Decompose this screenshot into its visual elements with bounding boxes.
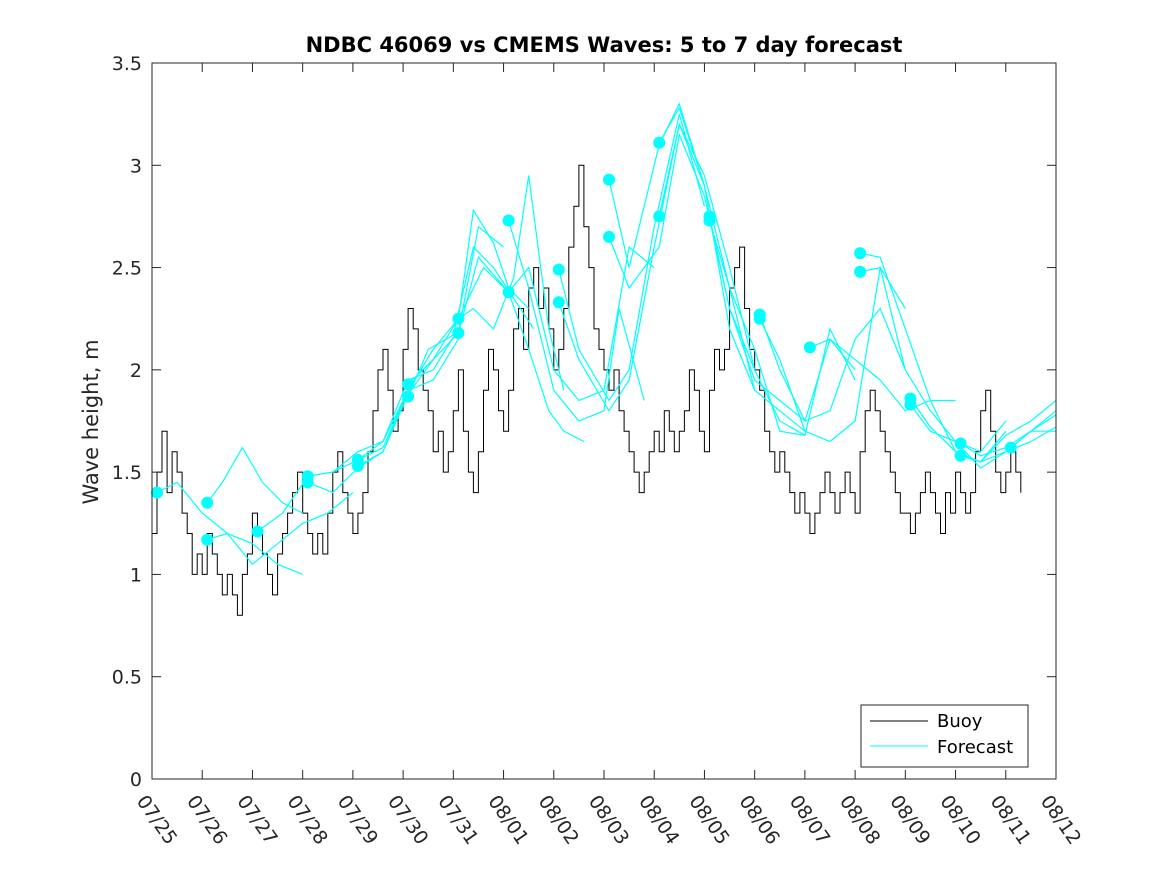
forecast-run-line-14 [508, 245, 655, 402]
forecast-start-marker-1 [151, 486, 163, 499]
forecast-start-marker-29 [904, 398, 917, 411]
forecast-run-line-31 [960, 426, 1057, 463]
forecast-start-marker-13 [502, 214, 515, 227]
forecast-run-line-5 [307, 328, 459, 477]
forecast-start-marker-15 [552, 263, 565, 276]
x-tick-label: 08/02 [534, 791, 583, 848]
x-tick-label: 08/04 [634, 791, 683, 848]
forecast-run-line-20 [658, 122, 806, 436]
forecast-start-marker-8 [351, 460, 364, 472]
y-tick-label: 3 [130, 155, 142, 177]
forecast-start-marker-14 [502, 286, 515, 299]
forecast-run-line-27 [859, 266, 1007, 453]
x-tick-label: 08/11 [986, 791, 1035, 848]
x-tick-label: 07/31 [433, 791, 482, 848]
forecast-run-line-24 [759, 265, 906, 443]
y-tick-label: 3.5 [112, 53, 142, 75]
forecast-run-line-1 [156, 481, 303, 575]
forecast-run-line-3 [207, 492, 354, 566]
x-tick-label: 08/05 [684, 791, 733, 848]
y-tick-label: 1.5 [112, 462, 142, 484]
forecast-start-marker-19 [653, 136, 666, 149]
forecast-run-line-26 [859, 252, 1007, 463]
forecast-run-line-16 [558, 122, 705, 412]
forecast-start-marker-27 [854, 265, 867, 278]
forecast-run-line-19 [658, 106, 806, 432]
x-tick-label: 07/30 [383, 791, 432, 848]
buoy-series-line [152, 164, 1022, 616]
y-axis-label: Wave height, m [79, 339, 103, 504]
forecast-start-marker-11 [452, 312, 465, 325]
forecast-start-marker-31 [954, 449, 967, 462]
forecast-start-marker-30 [954, 437, 967, 450]
y-tick-label: 2 [130, 360, 142, 382]
x-tick-label: 07/28 [283, 791, 332, 848]
forecast-run-line-7 [357, 266, 510, 461]
forecast-start-marker-17 [603, 173, 615, 186]
forecast-start-marker-25 [803, 341, 816, 354]
forecast-run-line-15 [558, 113, 705, 402]
forecast-start-marker-6 [301, 476, 314, 489]
forecast-run-line-12 [457, 256, 585, 443]
forecast-run-line-22 [708, 220, 856, 436]
x-tick-label: 08/10 [935, 791, 984, 848]
x-tick-label: 07/25 [132, 791, 181, 848]
x-tick-label: 07/27 [232, 791, 281, 848]
forecast-start-marker-22 [703, 214, 716, 227]
x-tick-label: 08/06 [735, 791, 784, 848]
y-tick-label: 1 [130, 564, 142, 586]
forecast-start-marker-3 [201, 533, 214, 546]
y-tick-label: 2.5 [112, 258, 142, 280]
plot-area [151, 102, 1057, 616]
forecast-run-line-8 [357, 225, 504, 467]
x-tick-label: 08/09 [885, 791, 934, 848]
forecast-start-marker-4 [251, 525, 264, 538]
forecast-start-marker-16 [552, 296, 565, 309]
forecast-start-marker-24 [753, 312, 766, 325]
x-tick-label: 08/03 [584, 791, 633, 848]
forecast-run-line-10 [407, 245, 535, 397]
forecast-run-line-13 [508, 220, 645, 422]
plot-frame [151, 62, 1057, 780]
forecast-run-line-25 [809, 338, 956, 412]
forecast-start-marker-9 [402, 378, 415, 391]
forecast-run-line-28 [909, 398, 1057, 463]
x-tick-label: 08/01 [483, 791, 532, 848]
x-tick-label: 07/29 [333, 791, 382, 848]
x-tick-label: 07/26 [182, 791, 231, 848]
x-tick-label: 08/08 [835, 791, 884, 848]
forecast-run-line-17 [608, 102, 756, 391]
x-tick-label: 08/07 [785, 791, 834, 848]
forecast-run-line-23 [759, 307, 906, 422]
forecast-start-marker-10 [402, 390, 415, 403]
forecast-run-line-2 [206, 446, 303, 514]
legend-box [860, 704, 1029, 768]
y-tick-label: 0 [130, 769, 142, 791]
legend-forecast-label: Forecast [937, 737, 1013, 758]
x-tick-label: 08/12 [1036, 791, 1085, 848]
forecast-start-marker-18 [603, 230, 615, 243]
forecast-run-line-21 [708, 216, 856, 423]
legend-buoy-label: Buoy [937, 711, 983, 732]
forecast-start-marker-32 [1004, 441, 1017, 454]
forecast-run-line-18 [608, 132, 756, 371]
forecast-start-marker-12 [452, 327, 465, 339]
y-tick-label: 0.5 [112, 667, 142, 689]
chart-title: NDBC 46069 vs CMEMS Waves: 5 to 7 day fo… [306, 33, 903, 57]
forecast-start-marker-26 [854, 247, 867, 260]
forecast-start-marker-2 [201, 496, 214, 509]
forecast-run-line-11 [458, 175, 565, 391]
legend: Buoy Forecast [860, 704, 1029, 768]
forecast-run-line-32 [1010, 414, 1057, 449]
forecast-start-marker-20 [653, 210, 666, 223]
